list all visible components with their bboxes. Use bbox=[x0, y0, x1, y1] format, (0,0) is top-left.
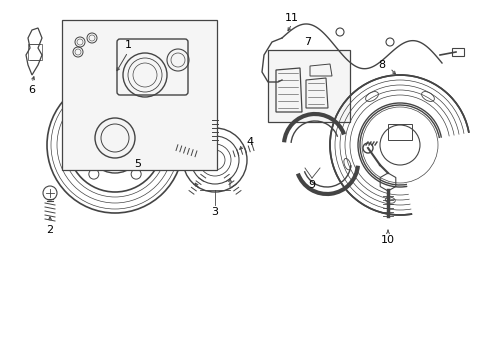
Text: 10: 10 bbox=[380, 235, 394, 245]
Text: 7: 7 bbox=[304, 37, 311, 47]
Text: 6: 6 bbox=[28, 85, 36, 95]
Text: 2: 2 bbox=[46, 225, 54, 235]
Wedge shape bbox=[406, 132, 471, 216]
Text: 5: 5 bbox=[134, 159, 141, 169]
Text: 3: 3 bbox=[211, 207, 218, 217]
Bar bbox=[62, 20, 217, 170]
Text: 11: 11 bbox=[285, 13, 298, 23]
Bar bbox=[28, 44, 42, 60]
Bar bbox=[267, 50, 349, 122]
Text: 8: 8 bbox=[378, 60, 385, 70]
Text: 9: 9 bbox=[308, 180, 315, 190]
Bar bbox=[451, 48, 463, 56]
Text: 1: 1 bbox=[124, 40, 131, 50]
Text: 4: 4 bbox=[246, 137, 253, 147]
Bar bbox=[387, 124, 411, 140]
